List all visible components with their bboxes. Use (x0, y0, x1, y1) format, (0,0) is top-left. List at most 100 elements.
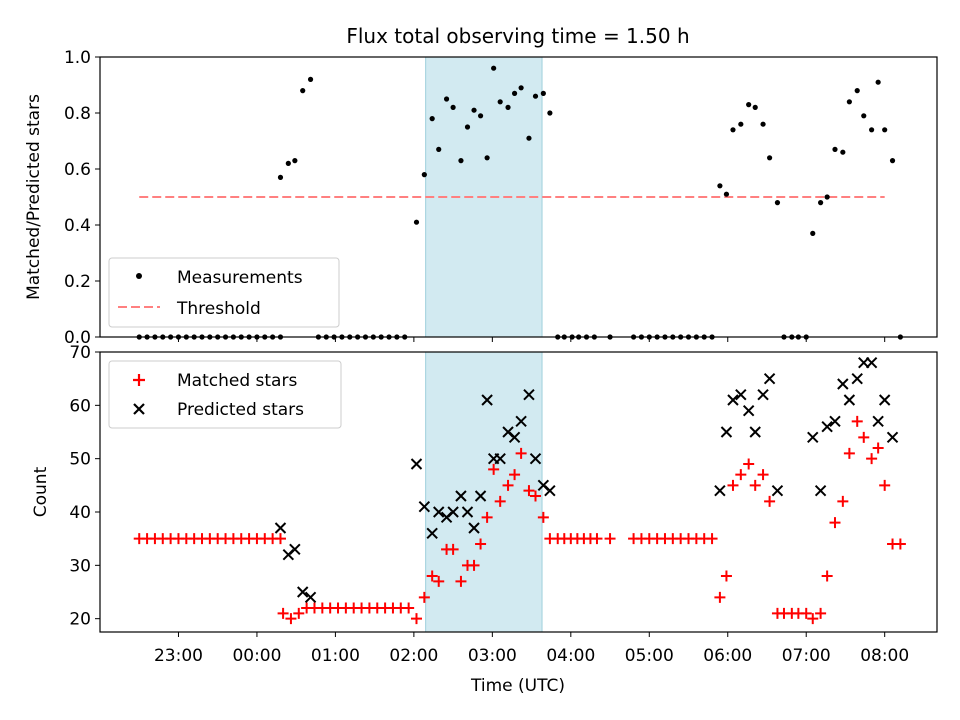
predicted-star-point (468, 522, 480, 534)
measurement-point (505, 104, 511, 110)
measurement-point (810, 230, 816, 236)
measurement-point (497, 99, 503, 105)
predicted-star-point (749, 426, 761, 438)
measurement-point (846, 99, 852, 105)
bottom-x-tick-label: 07:00 (782, 646, 831, 666)
matched-star-points (133, 415, 906, 625)
chart-title: Flux total observing time = 1.50 h (346, 24, 689, 48)
measurement-point (477, 113, 484, 119)
bottom-y-tick-label: 60 (69, 396, 91, 416)
matched-star-point (829, 517, 841, 529)
measurement-point (307, 76, 314, 82)
matched-star-point (410, 613, 422, 625)
predicted-star-point (529, 452, 542, 465)
bottom-x-axis: 23:00 00:00 01:00 02:00 03:00 04:00 05:00 06:00… (154, 632, 909, 666)
measurement-point (730, 127, 736, 133)
legend-label-measurements: Measurements (177, 268, 303, 288)
top-legend: Measurements Threshold (108, 257, 340, 328)
predicted-star-point (426, 527, 438, 540)
measurement-point (277, 174, 284, 180)
bottom-x-tick-label: 05:00 (625, 646, 674, 666)
legend-label-predicted: Predicted stars (177, 400, 304, 420)
bottom-y-tick-label: 40 (69, 503, 91, 523)
legend-label-matched: Matched stars (177, 371, 297, 391)
top-legend-box (108, 257, 340, 328)
matched-star-point (843, 447, 855, 459)
matched-star-point (530, 490, 542, 502)
measurement-point (854, 88, 860, 94)
predicted-star-point (515, 415, 527, 428)
bottom-plot: 20 30 40 50 60 70 23:00 00:00 01:00 02:00 03:00 04… (31, 343, 938, 696)
measurement-point (300, 88, 306, 94)
predicted-star-points (274, 356, 899, 604)
matched-star-point (714, 591, 726, 603)
legend-marker-measurements (136, 273, 142, 279)
top-y-tick-label: 0.4 (64, 216, 91, 236)
predicted-star-point (742, 404, 755, 417)
predicted-star-point (878, 394, 891, 406)
predicted-star-point (481, 394, 493, 406)
predicted-star-point (727, 394, 739, 406)
matched-star-point (872, 442, 884, 454)
matched-star-point (502, 479, 514, 491)
legend-label-threshold: Threshold (176, 299, 261, 319)
bottom-x-tick-label: 03:00 (468, 646, 517, 666)
matched-star-point (468, 559, 480, 571)
measurement-point (436, 146, 442, 152)
predicted-star-point (735, 388, 747, 401)
matched-star-point (293, 607, 305, 619)
legend-marker-matched (133, 374, 145, 386)
predicted-star-point (714, 484, 726, 497)
matched-star-point (851, 415, 863, 427)
bottom-y-tick-label: 20 (69, 610, 91, 630)
matched-star-point (455, 575, 467, 587)
bottom-legend-box (108, 360, 342, 429)
bottom-y-tick-label: 70 (69, 343, 91, 363)
matched-star-point (706, 533, 718, 545)
matched-star-point (764, 495, 776, 507)
predicted-star-point (544, 484, 556, 497)
measurement-point (421, 172, 427, 178)
measurement-point (840, 149, 846, 155)
matched-star-point (509, 469, 521, 481)
measurement-point (767, 155, 773, 161)
matched-star-point (591, 533, 603, 545)
matched-star-point (749, 479, 761, 491)
measurement-point (491, 65, 497, 71)
matched-star-point (807, 613, 819, 625)
predicted-star-point (494, 452, 506, 465)
measurement-point (738, 121, 744, 127)
matched-star-point (837, 495, 849, 507)
top-y-tick-label: 0.8 (64, 104, 91, 124)
bottom-y-axis: 20 30 40 50 60 70 (69, 343, 100, 630)
bottom-x-tick-label: 02:00 (389, 646, 438, 666)
matched-star-point (800, 607, 812, 619)
measurement-point (484, 155, 490, 161)
matched-star-point (494, 495, 506, 507)
matched-star-point (879, 479, 891, 491)
bottom-y-label: Count (31, 466, 51, 517)
predicted-star-point (418, 500, 431, 513)
predicted-star-point (886, 431, 899, 444)
top-y-label: Matched/Predicted stars (24, 94, 44, 300)
top-x-ticks (177, 337, 886, 342)
top-y-tick-label: 1.0 (64, 48, 91, 68)
bottom-plot-frame (99, 351, 938, 633)
top-plot: 0.0 0.2 0.4 0.6 0.8 1.0 Matched/Predicted sta… (24, 48, 938, 348)
matched-star-point (475, 538, 487, 550)
matched-star-point (426, 570, 438, 582)
measurement-point (450, 104, 456, 110)
predicted-star-point (461, 506, 474, 518)
legend-marker-predicted (133, 403, 145, 415)
top-y-axis: 0.0 0.2 0.4 0.6 0.8 1.0 (64, 48, 100, 348)
measurement-point (760, 121, 766, 127)
matched-star-point (481, 511, 493, 523)
bottom-x-label: Time (UTC) (470, 676, 565, 696)
predicted-star-point (865, 356, 878, 369)
matched-star-point (277, 607, 289, 619)
predicted-star-point (720, 426, 733, 438)
predicted-star-point (455, 490, 467, 502)
matched-star-point (757, 469, 769, 481)
matched-star-point (515, 447, 527, 459)
measurement-point (882, 127, 888, 133)
